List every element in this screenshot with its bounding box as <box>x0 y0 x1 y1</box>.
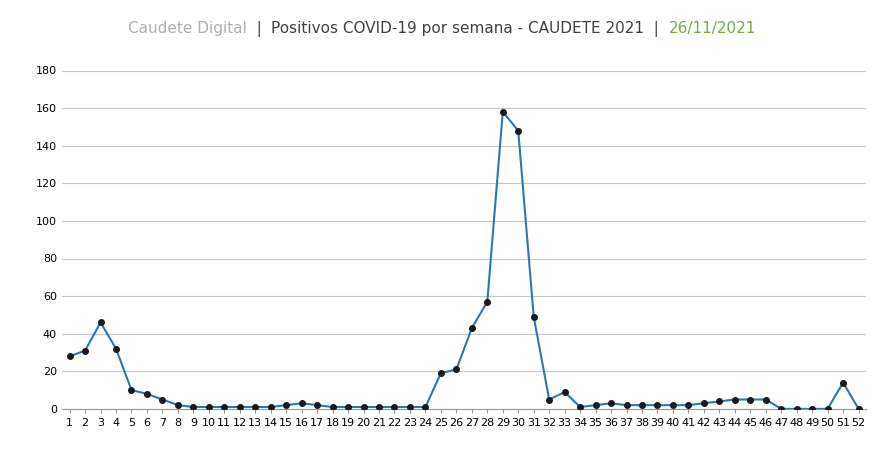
Text: Positivos COVID-19 por semana - CAUDETE 2021: Positivos COVID-19 por semana - CAUDETE … <box>271 21 644 36</box>
Text: Caudete Digital: Caudete Digital <box>128 21 247 36</box>
Text: |: | <box>644 21 669 37</box>
Text: |: | <box>247 21 271 37</box>
Text: 26/11/2021: 26/11/2021 <box>669 21 756 36</box>
